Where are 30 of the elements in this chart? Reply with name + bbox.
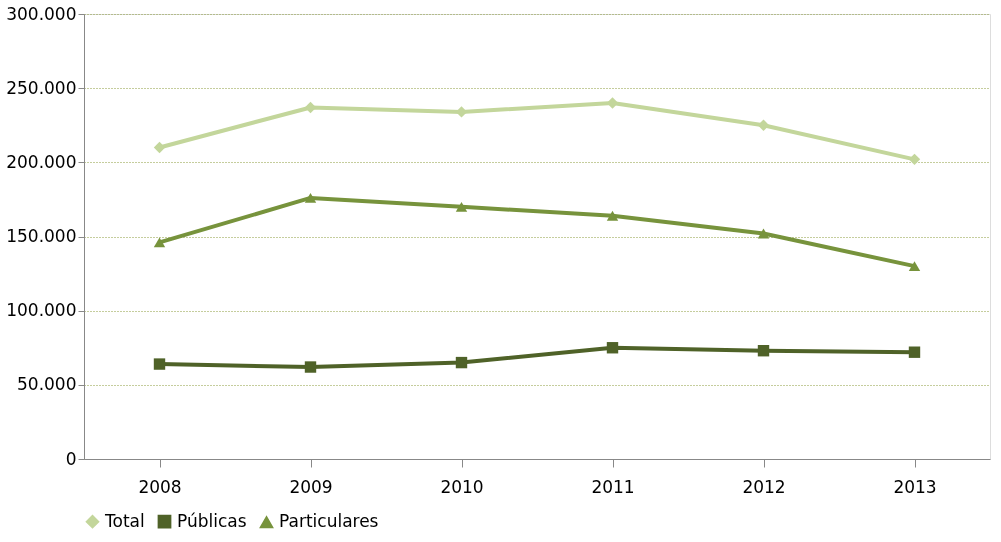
point <box>908 346 921 358</box>
point <box>606 342 619 354</box>
legend-label: Particulares <box>279 511 379 532</box>
y-tick-label: 100.000 <box>6 300 77 321</box>
point <box>757 228 770 239</box>
y-tick-label: 150.000 <box>6 226 77 246</box>
x-tick-label: 2013 <box>893 476 937 497</box>
point <box>455 201 468 212</box>
x-tick-label: 2008 <box>138 476 182 497</box>
legend-label: Públicas <box>177 510 247 531</box>
y-tick-label: 0 <box>65 448 77 469</box>
legend-label: Total <box>104 510 145 531</box>
point <box>304 193 317 203</box>
y-tick-label: 200.000 <box>6 151 77 172</box>
y-tick-label: 250.000 <box>6 77 77 98</box>
point <box>908 153 921 166</box>
x-tick-label: 2010 <box>440 476 484 497</box>
y-tick-label: 300.000 <box>6 3 77 24</box>
point <box>455 356 468 369</box>
point <box>153 358 166 370</box>
point <box>757 345 770 357</box>
y-tick-label: 50.000 <box>17 374 77 395</box>
point <box>606 210 619 221</box>
point <box>153 237 166 248</box>
x-tick-label: 2009 <box>289 476 333 497</box>
point <box>908 261 921 272</box>
point <box>304 361 317 373</box>
x-tick-label: 2011 <box>591 476 635 497</box>
point <box>153 141 166 154</box>
x-tick-label: 2012 <box>742 476 786 497</box>
